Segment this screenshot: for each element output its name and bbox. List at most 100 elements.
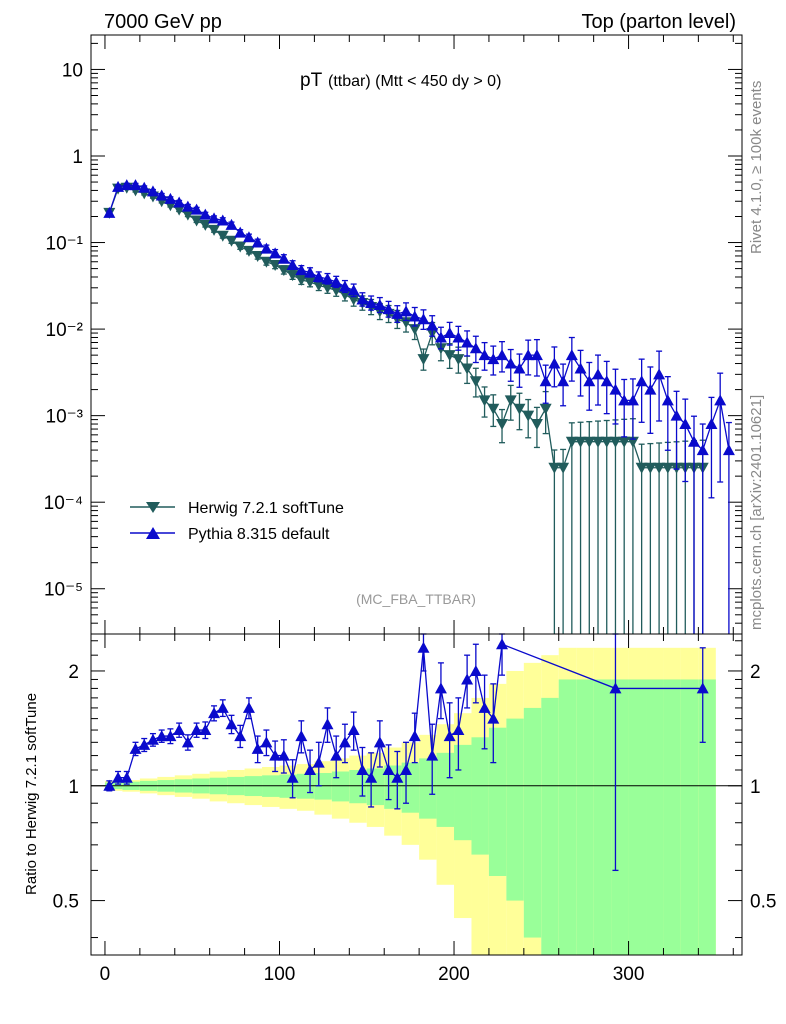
ratio-point xyxy=(496,638,509,650)
data-point xyxy=(400,305,413,317)
data-point xyxy=(496,349,509,361)
data-point xyxy=(679,418,692,430)
main-y-tick-label: 10⁻⁵ xyxy=(44,580,83,601)
data-point xyxy=(269,260,282,272)
data-point xyxy=(487,353,500,365)
ratio-point xyxy=(417,641,430,653)
data-point xyxy=(304,266,317,278)
ratio-axis-ticks: 2 2 1 1 0.5 0.5 0 100 200 300 xyxy=(53,634,776,985)
ratio-point xyxy=(400,763,413,775)
legend-herwig-marker xyxy=(146,502,160,513)
main-axis-ticks: 10 1 10⁻¹ 10⁻² 10⁻³ 10⁻⁴ 10⁻⁵ xyxy=(44,35,742,635)
data-point xyxy=(522,349,535,361)
data-point xyxy=(234,226,247,238)
ratio-plot-panel: 2 2 1 1 0.5 0.5 0 100 200 300 Ratio to Herwig 7.2… xyxy=(23,633,776,985)
ratio-uncertainty-bands xyxy=(104,647,716,955)
data-point xyxy=(661,394,674,406)
ratio-point xyxy=(208,707,221,719)
data-point xyxy=(600,436,613,448)
data-point xyxy=(705,418,718,430)
data-point xyxy=(181,200,194,212)
ratio-point xyxy=(391,771,404,783)
data-point xyxy=(583,436,596,448)
plot-title-main: pT xyxy=(300,70,323,91)
data-point xyxy=(199,208,212,220)
ratio-point xyxy=(321,718,334,730)
main-y-tick-label: 10⁻¹ xyxy=(46,234,84,255)
data-point xyxy=(286,259,299,271)
band-inner xyxy=(419,758,437,819)
data-point xyxy=(304,277,317,289)
data-point xyxy=(696,444,709,456)
ratio-point xyxy=(155,730,168,742)
ratio-point xyxy=(242,701,255,713)
data-point xyxy=(548,462,561,474)
ratio-x-tick-label: 100 xyxy=(264,964,296,985)
ratio-point xyxy=(312,756,325,768)
ratio-point xyxy=(225,718,238,730)
data-point xyxy=(208,224,221,236)
ratio-point xyxy=(190,724,203,736)
data-point xyxy=(478,395,491,407)
data-point xyxy=(600,375,613,387)
ratio-plot-frame xyxy=(90,633,743,956)
data-point xyxy=(461,363,474,375)
ratio-point xyxy=(277,749,290,761)
legend-pythia-label: Pythia 8.315 default xyxy=(188,526,330,543)
band-inner xyxy=(698,679,716,955)
ratio-y-tick-label: 0.5 xyxy=(53,892,79,913)
band-inner xyxy=(454,744,472,841)
ratio-point xyxy=(382,763,395,775)
data-point xyxy=(496,419,509,431)
data-point xyxy=(504,395,517,407)
band-inner xyxy=(611,679,629,955)
series-pythia xyxy=(103,179,735,634)
data-point xyxy=(312,270,325,282)
main-y-tick-label: 10⁻² xyxy=(46,320,84,341)
band-inner xyxy=(646,679,664,955)
data-point xyxy=(522,410,535,422)
ratio-point xyxy=(434,682,447,694)
ratio-point xyxy=(181,736,194,748)
data-point xyxy=(408,324,421,336)
ratio-point xyxy=(356,763,369,775)
band-inner xyxy=(680,679,699,955)
ratio-point xyxy=(452,724,465,736)
plot-title-sub: (ttbar) (Mtt < 450 dy > 0) xyxy=(328,73,501,90)
ratio-point xyxy=(234,730,247,742)
ratio-data-layer xyxy=(103,633,709,872)
data-point xyxy=(513,403,526,415)
data-point xyxy=(609,383,622,395)
ratio-y-tick-label: 2 xyxy=(68,662,79,683)
data-point xyxy=(644,462,657,474)
ratio-point xyxy=(199,724,212,736)
ratio-x-tick-label: 0 xyxy=(100,964,111,985)
data-point xyxy=(338,280,351,292)
legend-herwig-label: Herwig 7.2.1 softTune xyxy=(188,500,344,517)
data-point xyxy=(583,375,596,387)
data-point xyxy=(216,214,229,226)
band-inner xyxy=(488,727,507,877)
data-point xyxy=(199,219,212,231)
ratio-point xyxy=(330,749,343,761)
ratio-point xyxy=(129,742,142,754)
data-point xyxy=(670,409,683,421)
band-inner xyxy=(628,679,647,955)
ratio-point xyxy=(373,736,386,748)
ratio-point xyxy=(461,673,474,685)
data-point xyxy=(234,241,247,253)
data-point xyxy=(347,284,360,296)
data-point xyxy=(461,336,474,348)
data-point xyxy=(618,436,631,448)
data-point xyxy=(714,394,727,406)
ratio-x-tick-label: 300 xyxy=(613,964,645,985)
data-point xyxy=(173,196,186,208)
data-point xyxy=(408,310,421,322)
ratio-point xyxy=(347,724,360,736)
data-point xyxy=(295,264,308,276)
data-point xyxy=(574,436,587,448)
band-inner xyxy=(506,718,524,901)
ratio-point xyxy=(103,779,116,791)
data-point xyxy=(330,285,343,297)
data-point xyxy=(225,235,238,247)
